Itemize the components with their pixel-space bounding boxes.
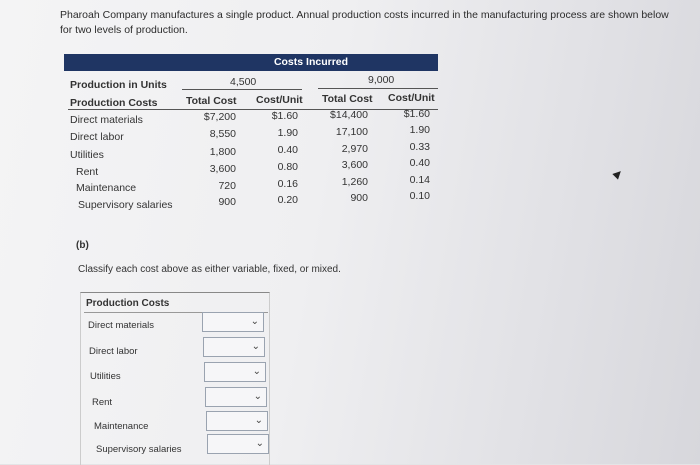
classify-label-direct-materials: Direct materials	[88, 320, 154, 331]
mouse-pointer-icon	[612, 168, 624, 180]
cell-u2: 0.40	[409, 157, 430, 169]
cell-u1: $1.60	[271, 110, 298, 122]
cell-t2: $14,400	[330, 109, 368, 121]
classification-table	[80, 292, 270, 465]
chevron-down-icon: ⌄	[251, 341, 260, 352]
classify-select-direct-materials[interactable]: ⌄	[202, 312, 264, 332]
classify-label-supervisory-salaries: Supervisory salaries	[96, 444, 182, 455]
cell-u2: 0.33	[409, 141, 430, 153]
chevron-down-icon: ⌄	[252, 366, 261, 377]
row-header-costs: Production Costs	[70, 97, 158, 109]
header-rule	[68, 109, 438, 110]
cell-u1: 0.20	[277, 194, 298, 206]
row-header-units: Production in Units	[70, 79, 167, 91]
classify-label-maintenance: Maintenance	[94, 421, 149, 432]
costs-incurred-banner: Costs Incurred	[64, 54, 438, 71]
col-total-cost-2: Total Cost	[322, 93, 373, 105]
col-cost-unit-1: Cost/Unit	[256, 94, 303, 106]
classify-label-utilities: Utilities	[90, 371, 121, 382]
classify-label-direct-labor: Direct labor	[89, 346, 138, 357]
classify-select-maintenance[interactable]: ⌄	[206, 411, 268, 431]
level-1-units: 4,500	[230, 76, 257, 88]
part-b-label: (b)	[76, 240, 89, 251]
row-label-rent: Rent	[76, 166, 99, 178]
classify-select-rent[interactable]: ⌄	[205, 387, 267, 407]
cell-t2: 2,970	[341, 143, 368, 155]
cell-u1: 0.80	[277, 161, 298, 173]
classification-header: Production Costs	[86, 298, 170, 309]
col-cost-unit-2: Cost/Unit	[388, 92, 435, 104]
cell-u2: 0.10	[409, 190, 430, 202]
level-2-rule	[318, 88, 438, 89]
level-1-rule	[182, 89, 302, 90]
level-2-units: 9,000	[368, 74, 395, 86]
problem-intro: Pharoah Company manufactures a single pr…	[60, 9, 669, 36]
cell-u1: 0.16	[277, 178, 298, 190]
chevron-down-icon: ⌄	[254, 415, 263, 426]
cell-t2: 17,100	[335, 126, 368, 138]
chevron-down-icon: ⌄	[255, 438, 264, 449]
cell-t2: 900	[350, 192, 368, 204]
classify-select-utilities[interactable]: ⌄	[204, 362, 266, 382]
row-label-maintenance: Maintenance	[76, 182, 137, 194]
cell-u1: 0.40	[277, 144, 298, 156]
chevron-down-icon: ⌄	[250, 316, 259, 327]
part-b-instruction: Classify each cost above as either varia…	[78, 264, 341, 275]
cell-u2: 0.14	[409, 174, 430, 186]
cell-t1: 1,800	[209, 146, 236, 158]
chevron-down-icon: ⌄	[253, 391, 262, 402]
row-label-utilities: Utilities	[70, 149, 104, 161]
row-label-direct-labor: Direct labor	[70, 131, 124, 143]
classify-label-rent: Rent	[92, 397, 113, 408]
costs-incurred-label: Costs Incurred	[273, 56, 349, 68]
cell-t2: 1,260	[341, 176, 368, 188]
cell-t1: 8,550	[209, 128, 236, 140]
cell-t2: 3,600	[341, 159, 368, 171]
cell-t1: 900	[218, 196, 236, 208]
classify-select-direct-labor[interactable]: ⌄	[203, 337, 265, 357]
cell-u2: 1.90	[409, 124, 430, 136]
col-total-cost-1: Total Cost	[186, 95, 237, 107]
cell-u1: 1.90	[277, 127, 298, 139]
cell-u2: $1.60	[403, 108, 430, 120]
row-label-supervisory-salaries: Supervisory salaries	[78, 199, 173, 211]
cell-t1: 720	[218, 180, 236, 192]
classify-select-supervisory-salaries[interactable]: ⌄	[207, 434, 269, 454]
cell-t1: $7,200	[203, 111, 236, 123]
row-label-direct-materials: Direct materials	[70, 114, 143, 126]
cell-t1: 3,600	[209, 163, 236, 175]
classification-header-rule	[84, 312, 268, 313]
